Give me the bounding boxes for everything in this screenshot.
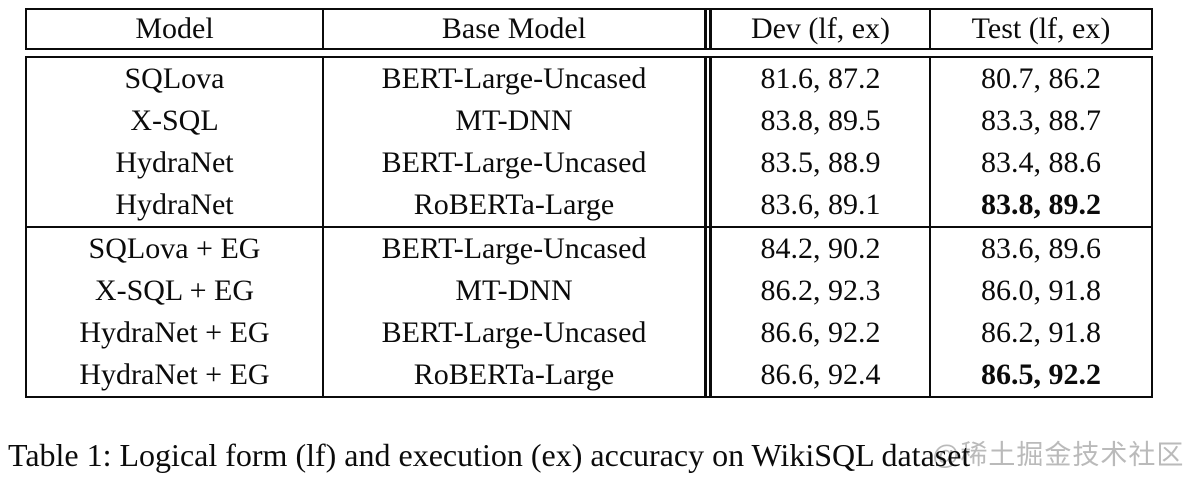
- cell-base-model: BERT-Large-Uncased: [381, 146, 647, 179]
- header-test: Test (lf, ex): [971, 12, 1111, 45]
- table-row: X-SQL MT-DNN 83.8, 89.5 83.3, 88.7: [27, 100, 1151, 142]
- header-base-model: Base Model: [441, 12, 587, 45]
- cell-dev-score: 84.2, 90.2: [704, 228, 931, 270]
- cell-base-model: RoBERTa-Large: [413, 188, 615, 221]
- table-row: SQLova + EG BERT-Large-Uncased 84.2, 90.2 8…: [27, 228, 1151, 270]
- cell-dev-score: 81.6, 87.2: [704, 58, 931, 100]
- header-dev: Dev (lf, ex): [704, 10, 931, 48]
- cell-base-model: MT-DNN: [455, 104, 573, 137]
- cell-model: X-SQL + EG: [27, 270, 324, 312]
- cell-model: HydraNet: [27, 142, 324, 184]
- table-row: HydraNet + EG BERT-Large-Uncased 86.6, 92.…: [27, 312, 1151, 354]
- cell-model: HydraNet: [27, 184, 324, 226]
- watermark: @稀土掘金技术社区: [932, 440, 1185, 470]
- cell-test-score: 86.0, 91.8: [981, 274, 1101, 307]
- cell-test-score: 83.3, 88.7: [981, 104, 1101, 137]
- cell-base-model: BERT-Large-Uncased: [381, 232, 647, 265]
- cell-test-score: 83.8, 89.2: [981, 188, 1101, 221]
- header-model: Model: [27, 10, 324, 48]
- cell-dev-score: 83.6, 89.1: [704, 184, 931, 226]
- cell-test-score: 83.4, 88.6: [981, 146, 1101, 179]
- cell-base-model: BERT-Large-Uncased: [381, 316, 647, 349]
- cell-test-score: 86.5, 92.2: [981, 358, 1101, 391]
- table-row: X-SQL + EG MT-DNN 86.2, 92.3 86.0, 91.8: [27, 270, 1151, 312]
- cell-dev-score: 86.2, 92.3: [704, 270, 931, 312]
- cell-dev-score: 86.6, 92.2: [704, 312, 931, 354]
- results-table: Model Base Model Dev (lf, ex) Test (lf, …: [25, 8, 1153, 398]
- table-row: SQLova BERT-Large-Uncased 81.6, 87.2 80.7, …: [27, 58, 1151, 100]
- table-body: SQLova BERT-Large-Uncased 81.6, 87.2 80.7, …: [25, 56, 1153, 398]
- table-row: HydraNet RoBERTa-Large 83.6, 89.1 83.8, 89.…: [27, 184, 1151, 226]
- cell-test-score: 86.2, 91.8: [981, 316, 1101, 349]
- cell-model: HydraNet + EG: [27, 312, 324, 354]
- cell-test-score: 83.6, 89.6: [981, 232, 1101, 265]
- cell-dev-score: 86.6, 92.4: [704, 354, 931, 396]
- table-header: Model Base Model Dev (lf, ex) Test (lf, …: [25, 8, 1153, 50]
- cell-dev-score: 83.8, 89.5: [704, 100, 931, 142]
- table-row: HydraNet BERT-Large-Uncased 83.5, 88.9 83.4…: [27, 142, 1151, 184]
- cell-model: HydraNet + EG: [27, 354, 324, 396]
- cell-test-score: 80.7, 86.2: [981, 62, 1101, 95]
- cell-model: SQLova: [27, 58, 324, 100]
- table-group-base: SQLova BERT-Large-Uncased 81.6, 87.2 80.7, …: [27, 58, 1151, 226]
- cell-base-model: MT-DNN: [455, 274, 573, 307]
- table-row: HydraNet + EG RoBERTa-Large 86.6, 92.4 86.5…: [27, 354, 1151, 396]
- cell-model: X-SQL: [27, 100, 324, 142]
- cell-dev-score: 83.5, 88.9: [704, 142, 931, 184]
- cell-model: SQLova + EG: [27, 228, 324, 270]
- cell-base-model: BERT-Large-Uncased: [381, 62, 647, 95]
- table-header-row: Model Base Model Dev (lf, ex) Test (lf, …: [27, 10, 1151, 48]
- cell-base-model: RoBERTa-Large: [413, 358, 615, 391]
- table-group-eg: SQLova + EG BERT-Large-Uncased 84.2, 90.2 8…: [27, 226, 1151, 396]
- table-caption: Table 1: Logical form (lf) and execution…: [8, 437, 971, 473]
